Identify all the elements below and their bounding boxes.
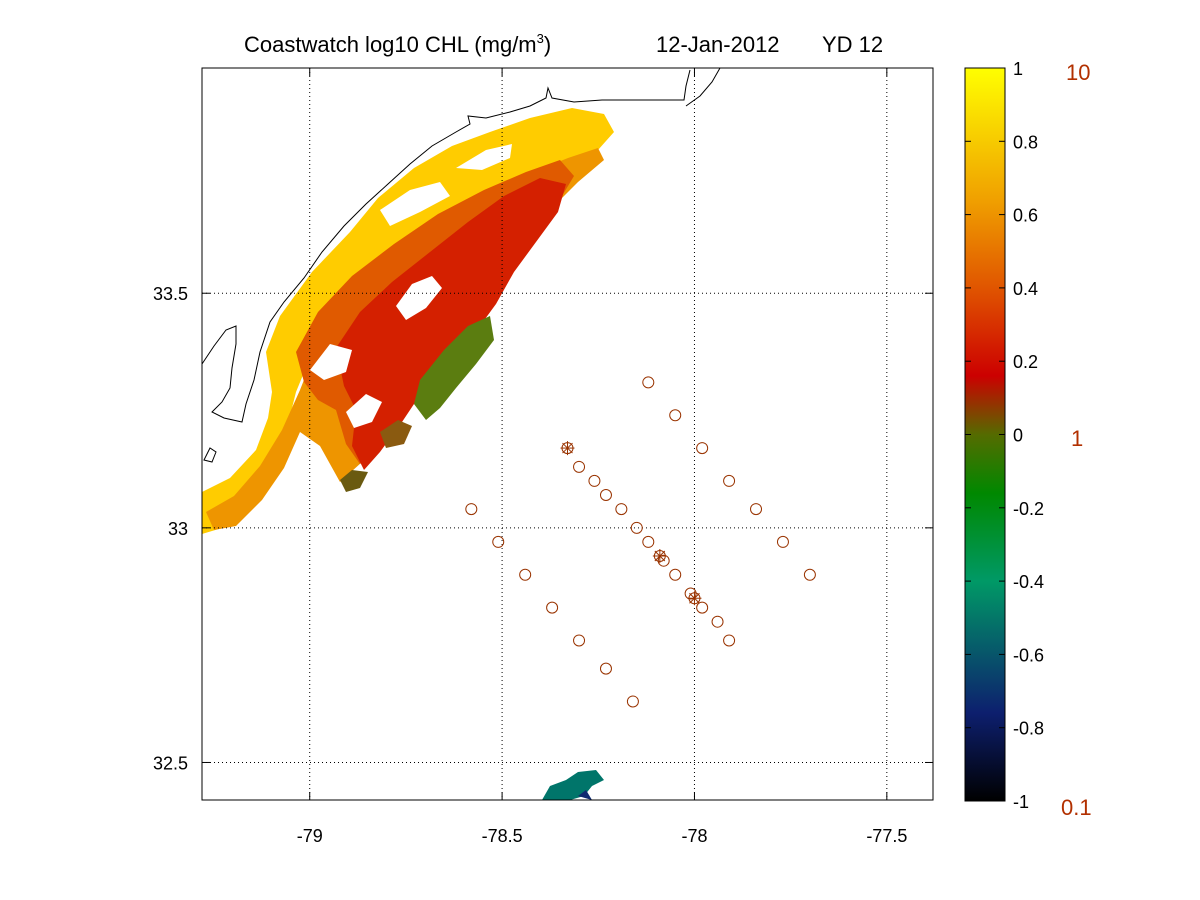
colorbar-scale: [964, 67, 1006, 802]
station-markers: [465, 376, 816, 708]
station-circle: [776, 535, 789, 548]
colorbar-tick-label: -0.8: [1013, 719, 1044, 739]
station-circle: [696, 442, 709, 455]
y-axis: 32.5 33 33.5: [153, 284, 933, 773]
figure-title: Coastwatch log10 CHL (mg/m3): [244, 31, 551, 57]
map-frame: [201, 67, 934, 801]
x-axis: -79 -78.5 -78 -77.5: [297, 68, 907, 846]
missing-data-gap: [456, 144, 512, 170]
station-circle: [723, 634, 736, 647]
chlorophyll-field: [202, 68, 721, 800]
station-circle: [615, 503, 628, 516]
missing-data-gap: [396, 276, 442, 320]
station-circle: [723, 474, 736, 487]
colorbar-tick-label: -1: [1013, 792, 1029, 812]
map-panel: -79 -78.5 -78 -77.5 32.5 33 33.5: [153, 67, 934, 846]
station-circle: [599, 489, 612, 501]
missing-data-gap: [380, 182, 450, 226]
station-circle: [711, 615, 724, 628]
station-circle: [669, 409, 682, 422]
chl-patch-edge-brown: [380, 420, 412, 448]
title-date: 12-Jan-2012: [656, 32, 780, 57]
chl-patch-southern-navy: [578, 790, 592, 800]
station-circle: [642, 535, 655, 548]
missing-data-gap: [310, 344, 352, 380]
y-tick-label: 33.5: [153, 284, 188, 304]
station-star: [560, 441, 575, 456]
chl-patch-mid-shelf-red: [336, 178, 566, 470]
colorbar-tick-label: -0.2: [1013, 499, 1044, 519]
x-tick-label: -79: [297, 826, 323, 846]
chl-patch-offshore-edge-green-small: [340, 470, 368, 492]
station-star: [687, 591, 702, 606]
station-circle: [696, 601, 709, 614]
station-circle: [684, 587, 697, 600]
colorbar-linear-label-bottom: 0.1: [1061, 795, 1092, 820]
station-circle: [546, 601, 559, 614]
station-circle: [519, 568, 532, 581]
title-superscript: 3: [537, 31, 544, 46]
station-circle: [573, 634, 586, 647]
x-tick-label: -78.5: [482, 826, 523, 846]
station-circle: [492, 535, 505, 548]
colorbar-tick-label: -0.6: [1013, 645, 1044, 665]
station-circle: [588, 474, 601, 487]
station-circle: [465, 503, 478, 516]
colorbar-tick-label: -0.4: [1013, 572, 1044, 592]
x-tick-label: -77.5: [866, 826, 907, 846]
colorbar-linear-label-top: 10: [1066, 60, 1090, 85]
coastline: [202, 69, 691, 423]
colorbar-tick-label: 1: [1013, 59, 1023, 79]
coastline-inlet: [203, 447, 217, 463]
station-circle: [626, 695, 639, 708]
coastline-barrier-island: [685, 68, 721, 107]
colorbar-ticks: 1 0.8 0.6 0.4 0.2 0 -0.2 -0.4 -0.6 -0.8 -1: [965, 59, 1044, 812]
colorbar-tick-label: 0.8: [1013, 132, 1038, 152]
colorbar-tick-label: 0.2: [1013, 352, 1038, 372]
y-tick-label: 32.5: [153, 753, 188, 773]
colorbar-tick-label: 0: [1013, 426, 1023, 446]
station-circle: [573, 460, 586, 473]
station-circle: [599, 662, 612, 675]
x-tick-label: -78: [681, 826, 707, 846]
station-circle: [657, 554, 670, 567]
station-circle: [803, 568, 816, 581]
colorbar-tick-label: 0.4: [1013, 279, 1038, 299]
title-yearday: YD 12: [822, 32, 883, 57]
y-tick-label: 33: [168, 519, 188, 539]
station-circle: [630, 521, 643, 534]
chl-patch-offshore-edge-green: [414, 316, 494, 420]
station-circle: [642, 376, 655, 389]
station-circle: [750, 503, 763, 516]
missing-data-gap: [346, 394, 382, 428]
colorbar-tick-label: 0.6: [1013, 206, 1038, 226]
station-star: [652, 549, 667, 563]
colorbar-linear-label-middle: 1: [1071, 426, 1083, 451]
chl-patch-southern-teal: [542, 770, 604, 800]
colorbar: 1 0.8 0.6 0.4 0.2 0 -0.2 -0.4 -0.6 -0.8 -1 10 1 0.…: [964, 59, 1092, 820]
station-circle: [669, 568, 682, 581]
